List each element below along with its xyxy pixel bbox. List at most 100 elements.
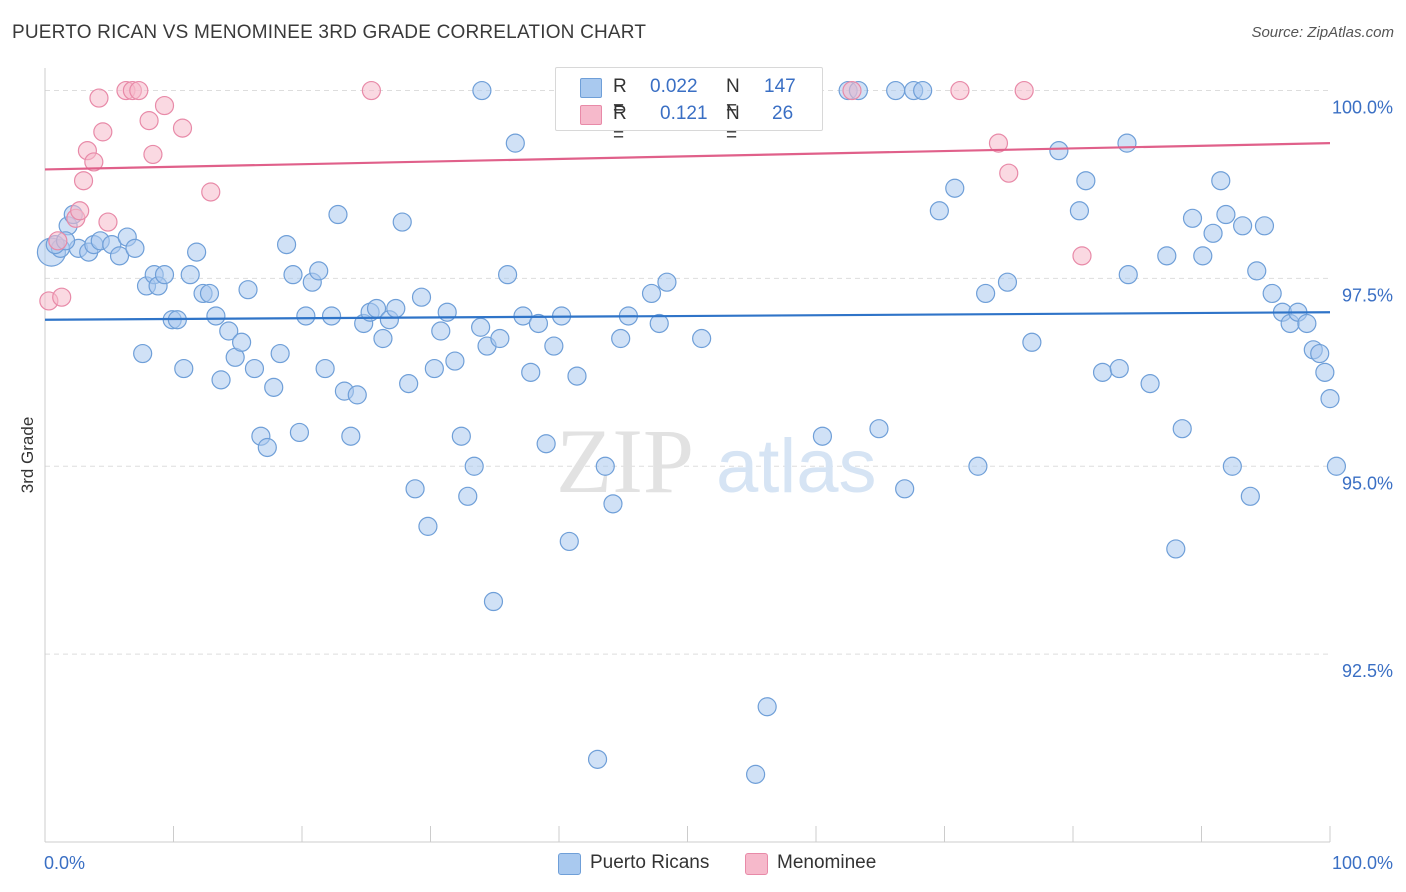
point-puerto-ricans (1022, 332, 1042, 352)
point-puerto-ricans (968, 456, 988, 476)
point-puerto-ricans (997, 272, 1018, 292)
legend-swatch-blue (558, 853, 581, 875)
point-puerto-ricans (424, 358, 444, 379)
point-puerto-ricans (283, 265, 303, 285)
point-puerto-ricans (490, 328, 510, 349)
point-puerto-ricans (471, 317, 491, 337)
point-puerto-ricans (1247, 261, 1267, 281)
point-puerto-ricans (405, 479, 425, 499)
point-puerto-ricans (505, 133, 525, 153)
point-puerto-ricans (418, 516, 438, 536)
point-puerto-ricans (1297, 313, 1317, 334)
point-puerto-ricans (1310, 343, 1330, 364)
point-puerto-ricans (1172, 419, 1192, 439)
point-menominee (52, 287, 72, 307)
legend-label: Puerto Ricans (590, 852, 710, 873)
point-puerto-ricans (1315, 362, 1335, 382)
point-menominee (154, 95, 175, 116)
x-tick-label: 100.0% (1332, 853, 1393, 873)
point-puerto-ricans (1166, 539, 1186, 559)
point-puerto-ricans (895, 479, 915, 499)
point-puerto-ricans (392, 212, 412, 232)
n-value: 147 (764, 76, 796, 97)
point-puerto-ricans (399, 374, 419, 394)
point-puerto-ricans (1262, 283, 1282, 304)
y-tick-label: 97.5% (1342, 285, 1393, 305)
point-puerto-ricans (386, 298, 406, 319)
point-puerto-ricans (232, 332, 252, 352)
point-puerto-ricans (244, 358, 265, 379)
point-menominee (172, 118, 193, 138)
point-menominee (129, 80, 149, 101)
point-puerto-ricans (133, 343, 153, 364)
point-menominee (143, 144, 163, 165)
point-puerto-ricans (1216, 204, 1236, 225)
point-puerto-ricans (945, 178, 965, 198)
point-puerto-ricans (521, 362, 541, 382)
legend-swatch-pink (745, 853, 768, 875)
point-puerto-ricans (328, 204, 348, 225)
x-tick-label: 0.0% (44, 853, 85, 873)
r-value: 0.022 (650, 76, 698, 97)
point-puerto-ricans (603, 494, 623, 514)
n-value: 26 (772, 103, 794, 124)
point-puerto-ricans (1211, 171, 1231, 191)
point-puerto-ricans (125, 238, 145, 258)
point-puerto-ricans (180, 265, 200, 285)
point-puerto-ricans (219, 321, 239, 341)
point-puerto-ricans (341, 426, 361, 446)
point-puerto-ricans (1157, 246, 1177, 266)
axis-labels: 92.5% 95.0% 97.5% 100.0% 0.0% 100.0% 3rd Grade (18, 98, 1393, 873)
point-puerto-ricans (187, 242, 207, 262)
point-menominee (93, 122, 113, 142)
point-puerto-ricans (315, 358, 335, 379)
stats-legend: R = 0.022 N = 147 R = 0.121 N = 26 (555, 67, 823, 146)
point-puerto-ricans (976, 283, 996, 304)
point-puerto-ricans (174, 358, 194, 379)
point-puerto-ricans (472, 80, 492, 101)
gridlines (45, 90, 1330, 655)
point-puerto-ricans (1233, 216, 1253, 236)
point-puerto-ricans (1326, 456, 1347, 476)
watermark: ZIP atlas (556, 410, 877, 512)
point-puerto-ricans (109, 246, 130, 266)
point-menominee (73, 171, 94, 191)
point-puerto-ricans (483, 591, 504, 612)
point-menominee (139, 111, 159, 131)
point-menominee (842, 80, 862, 101)
point-puerto-ricans (528, 313, 549, 334)
point-puerto-ricans (309, 261, 329, 281)
point-puerto-ricans (559, 531, 579, 552)
point-puerto-ricans (464, 456, 484, 476)
point-puerto-ricans (649, 313, 669, 334)
r-label: R = (613, 103, 627, 146)
point-menominee (98, 212, 118, 232)
point-puerto-ricans (869, 419, 889, 439)
point-puerto-ricans (1076, 171, 1096, 191)
point-puerto-ricans (445, 351, 465, 371)
watermark-atlas: atlas (716, 424, 877, 509)
point-menominee (999, 163, 1019, 183)
legend-swatch-blue (580, 78, 602, 98)
point-puerto-ricans (929, 201, 949, 221)
point-menominee (70, 201, 90, 221)
point-puerto-ricans (321, 306, 342, 326)
point-menominee (201, 182, 221, 202)
point-puerto-ricans (1140, 374, 1160, 394)
point-puerto-ricans (567, 366, 587, 386)
axes (44, 68, 1331, 843)
point-puerto-ricans (270, 343, 290, 364)
point-puerto-ricans (1049, 141, 1069, 161)
point-menominee (48, 231, 68, 251)
point-puerto-ricans (437, 302, 457, 322)
point-puerto-ricans (587, 749, 608, 769)
point-puerto-ricans (536, 434, 556, 454)
point-menominee (89, 88, 109, 108)
point-puerto-ricans (451, 426, 471, 446)
point-puerto-ricans (1254, 216, 1275, 236)
point-menominee (1072, 246, 1092, 266)
point-puerto-ricans (296, 306, 316, 326)
point-puerto-ricans (257, 437, 277, 458)
point-puerto-ricans (154, 265, 175, 285)
